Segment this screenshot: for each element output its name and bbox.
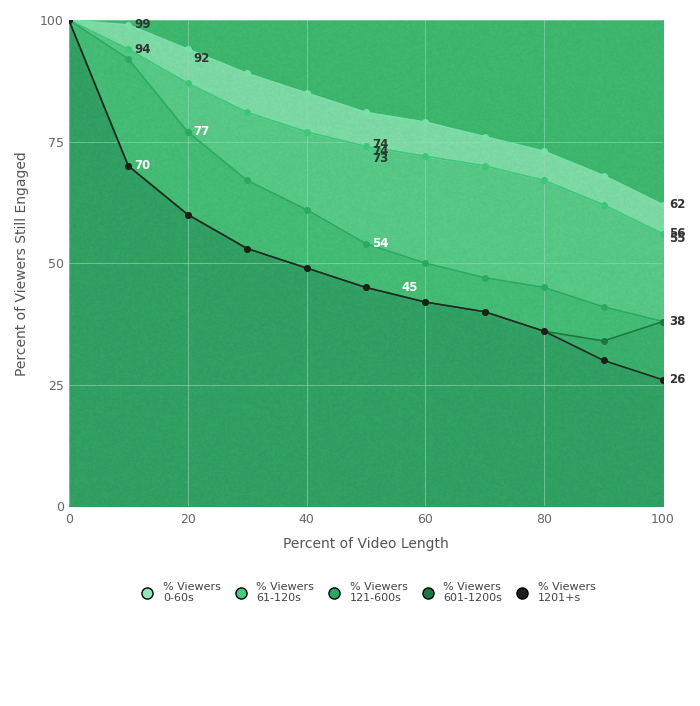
Y-axis label: Percent of Viewers Still Engaged: Percent of Viewers Still Engaged [15,151,29,376]
Text: 99: 99 [134,18,150,31]
Text: 62: 62 [669,198,685,211]
Text: 70: 70 [134,160,150,172]
Text: 38: 38 [669,315,685,328]
Text: 45: 45 [402,281,418,294]
X-axis label: Percent of Video Length: Percent of Video Length [283,537,449,551]
Text: 54: 54 [372,237,389,250]
Text: 74: 74 [372,138,389,150]
Text: 73: 73 [372,152,389,165]
Text: 92: 92 [194,52,210,66]
Text: 55: 55 [669,232,685,246]
Text: 94: 94 [134,42,150,56]
Text: 77: 77 [194,126,210,138]
Text: 74: 74 [372,145,389,158]
Text: 56: 56 [669,227,685,241]
Legend: % Viewers
0-60s, % Viewers
61-120s, % Viewers
121-600s, % Viewers
601-1200s, % V: % Viewers 0-60s, % Viewers 61-120s, % Vi… [132,578,600,608]
Text: 26: 26 [669,373,685,386]
